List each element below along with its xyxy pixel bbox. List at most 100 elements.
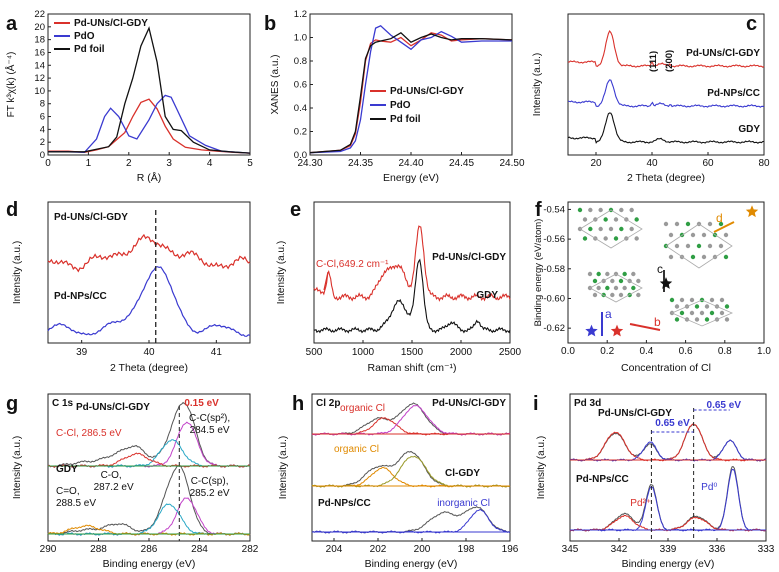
panel-g-x-tick-label: 286 (141, 544, 158, 555)
panel-f-atom (723, 232, 729, 238)
panel-f-atom (723, 254, 729, 260)
panel-f-y-tick-label: -0.54 (543, 204, 565, 215)
panel-c-x-tick-label: 80 (758, 158, 770, 169)
panel-f-x-tick-label: 0.2 (600, 346, 614, 357)
panel-f-y-tick-label: -0.62 (543, 323, 565, 334)
panel-f-x-tick-label: 0.4 (639, 346, 653, 357)
panel-f-frame (567, 201, 765, 344)
panel-f-structure-model (587, 271, 643, 303)
panel-f-atom (674, 221, 680, 227)
panel-f-structure-model (577, 207, 643, 249)
panel-i-label-pd0: Pd⁰ (701, 482, 717, 493)
panel-i-label-shift-2: 0.65 eV (707, 400, 742, 411)
panel-d-x-tick-label: 39 (76, 347, 88, 358)
panel-e-annotation-arrow (323, 271, 329, 291)
panel-f-atom (718, 221, 724, 227)
panel-c-x-tick-label: 40 (646, 158, 658, 169)
panel-f-atom (663, 221, 669, 227)
panel-i-x-tick-label: 339 (660, 544, 677, 555)
panel-e-series-black (313, 258, 511, 334)
panel-letter-i: i (533, 393, 539, 415)
panel-a-series-black (48, 26, 251, 154)
panel-i-label-shift-1: 0.65 eV (655, 418, 690, 429)
panel-f-structure-model (663, 221, 733, 269)
panel-h-x-tick-label: 202 (370, 544, 387, 555)
panel-f-xlabel: Concentration of Cl (621, 362, 711, 374)
panel-f-y-tick-label: -0.56 (543, 234, 565, 245)
panel-a-y-tick-label: 12 (34, 73, 45, 84)
panel-b-y-tick-label: 1.0 (294, 33, 307, 44)
panel-a-y-tick-label: 2 (40, 137, 45, 148)
panel-g-label-sp2: C-C(sp²), (189, 413, 230, 424)
panel-f-atom (704, 304, 710, 309)
panel-f-atom (610, 278, 615, 284)
panel-a-y-tick-label: 16 (34, 47, 45, 58)
panel-e-series-red (313, 225, 511, 302)
panel-g-x-tick-label: 282 (242, 544, 259, 555)
panel-g-label-co: C-O, (101, 470, 122, 481)
panel-f-atom (694, 317, 700, 322)
panel-f-atom (707, 243, 713, 249)
panel-i-peak-pd0-top (569, 439, 767, 462)
panel-b-ylabel: XANES (a.u.) (270, 54, 281, 114)
panel-b-legend-label: Pd-UNs/Cl-GDY (390, 86, 464, 97)
panel-h-x-tick-label: 204 (326, 544, 343, 555)
panel-f-cell-outline (589, 273, 643, 303)
panel-e-xlabel: Raman shift (cm⁻¹) (368, 362, 457, 374)
panel-f-atom (587, 271, 593, 277)
panel-e-annotation: C-Cl,649.2 cm⁻¹ (316, 259, 389, 270)
panel-f-atom (634, 236, 639, 241)
panel-b-y-tick-label: 0.6 (294, 80, 307, 91)
panel-f-atom (696, 243, 702, 249)
panel-f-atom (592, 278, 598, 284)
panel-c-series-red (567, 29, 765, 68)
panel-letter-b: b (264, 13, 276, 35)
panel-a-x-tick-label: 5 (247, 158, 253, 169)
panel-f-atom (582, 236, 588, 241)
panel-b-series-blue (309, 25, 512, 154)
panel-h-peak-main-2 (311, 455, 511, 488)
panel-f-atom (719, 310, 725, 316)
panel-f-atom (613, 236, 619, 241)
panel-b-frame (309, 13, 513, 156)
panel-e-x-tick-label: 2000 (450, 347, 473, 358)
panel-f-atom (689, 310, 695, 316)
panel-a-ylabel: FT k³χ(k) (Å⁻⁴) (4, 52, 17, 118)
panel-h-fit-3 (311, 506, 511, 534)
panel-a-x-tick-label: 2 (126, 158, 132, 169)
panel-d-ylabel: Intensity (a.u.) (12, 241, 23, 304)
panel-d-x-tick-label: 40 (143, 347, 155, 358)
panel-h-xlabel: Binding energy (eV) (365, 558, 458, 570)
panel-letter-g: g (6, 393, 18, 415)
panel-f-point-label-b: b (654, 315, 661, 329)
panel-b-x-tick-label: 24.30 (297, 158, 322, 169)
panel-f-atom (679, 297, 685, 303)
panel-e-x-tick-label: 1500 (401, 347, 424, 358)
panel-i-title: Pd 3d (574, 398, 601, 409)
panel-i-label-pdun: Pd-UNs/Cl-GDY (598, 408, 672, 419)
panel-c-series-label: Pd-UNs/Cl-GDY (686, 48, 760, 59)
panel-g-peak-ccl (47, 452, 251, 468)
panel-h-label-inorganic: inorganic Cl (437, 498, 490, 509)
panel-c-annotation-200: (200) (664, 50, 675, 72)
panel-b-x-tick-label: 24.45 (449, 158, 474, 169)
panel-i-label-pdnp: Pd-NPs/CC (576, 474, 629, 485)
panel-g-label-sp2-energy: 284.5 eV (190, 425, 230, 436)
panel-f-atom (618, 292, 624, 298)
panel-a-y-tick-label: 10 (34, 86, 45, 97)
panel-f-atom (629, 226, 634, 232)
panel-g-label-c-double-o: C=O, (56, 486, 80, 497)
panel-f-atom (588, 207, 593, 213)
panel-letter-e: e (290, 199, 301, 221)
panel-b-y-tick-label: 0.2 (294, 127, 307, 138)
panel-f-atom (613, 217, 619, 222)
panel-h-label-clgdy: Cl-GDY (445, 468, 480, 479)
panel-f-point-a (585, 324, 598, 337)
panel-a-y-tick-label: 4 (40, 124, 45, 135)
panel-h-x-tick-label: 198 (458, 544, 475, 555)
panel-d-series-label-red: Pd-UNs/Cl-GDY (54, 212, 128, 223)
panel-e-ylabel: Intensity (a.u.) (276, 241, 287, 304)
panel-f-atom (701, 232, 707, 238)
panel-f-atom (613, 285, 619, 291)
